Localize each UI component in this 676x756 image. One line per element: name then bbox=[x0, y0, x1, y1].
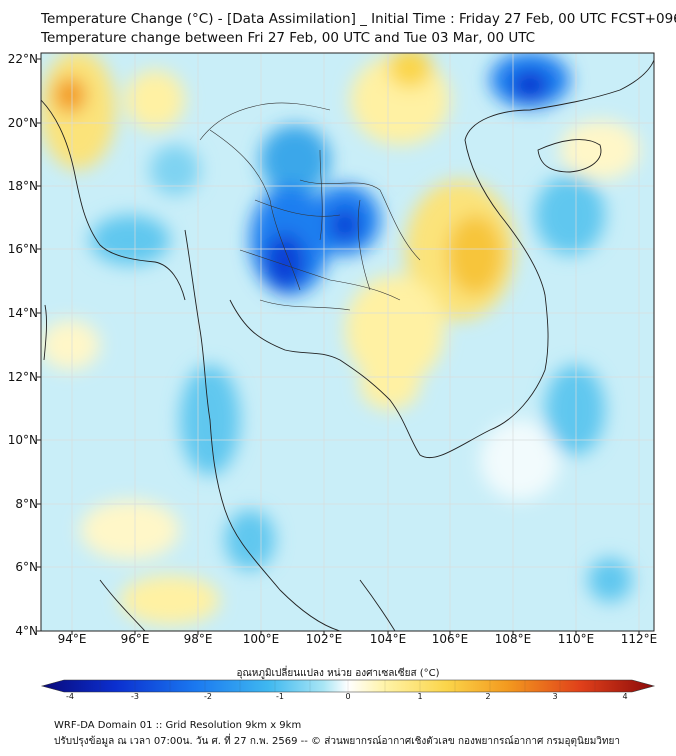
lon-label: 108°E bbox=[494, 632, 532, 646]
lat-label: 22°N bbox=[7, 52, 38, 66]
lon-label: 96°E bbox=[120, 632, 150, 646]
lat-label: 4°N bbox=[15, 624, 38, 638]
colorbar-title: อุณหภูมิเปลี่ยนแปลง หน่วย องศาเซลเซียส (… bbox=[236, 668, 440, 679]
colorbar bbox=[40, 679, 656, 693]
colorbar-tick: -1 bbox=[276, 692, 284, 701]
chart-title: Temperature Change (°C) - [Data Assimila… bbox=[41, 11, 676, 27]
lat-label: 6°N bbox=[15, 560, 38, 574]
colorbar-tick: 1 bbox=[417, 692, 423, 701]
lat-label: 14°N bbox=[7, 306, 38, 320]
colorbar-tick: 0 bbox=[345, 692, 351, 701]
footer-model-info: WRF-DA Domain 01 :: Grid Resolution 9km … bbox=[54, 720, 302, 731]
lon-label: 112°E bbox=[620, 632, 658, 646]
lat-label: 18°N bbox=[7, 179, 38, 193]
footer-credit: ปรับปรุงข้อมูล ณ เวลา 07:00น. วัน ศ. ที่… bbox=[54, 736, 620, 747]
colorbar-tick: 3 bbox=[552, 692, 558, 701]
lat-label: 20°N bbox=[7, 116, 38, 130]
lat-label: 16°N bbox=[7, 242, 38, 256]
lat-label: 8°N bbox=[15, 497, 38, 511]
lon-label: 94°E bbox=[57, 632, 87, 646]
temperature-field bbox=[41, 53, 654, 631]
colorbar-tick: -4 bbox=[66, 692, 74, 701]
lat-label: 12°N bbox=[7, 370, 38, 384]
province-borders bbox=[199, 102, 421, 311]
lon-label: 102°E bbox=[305, 632, 343, 646]
lon-label: 106°E bbox=[431, 632, 469, 646]
chart-subtitle: Temperature change between Fri 27 Feb, 0… bbox=[41, 30, 536, 46]
coastlines bbox=[41, 59, 654, 631]
colorbar-tick: 4 bbox=[622, 692, 628, 701]
colorbar-tick: -3 bbox=[131, 692, 139, 701]
colorbar-tick: 2 bbox=[485, 692, 491, 701]
lon-label: 104°E bbox=[369, 632, 407, 646]
lon-label: 100°E bbox=[242, 632, 280, 646]
lon-label: 110°E bbox=[557, 632, 595, 646]
lat-label: 10°N bbox=[7, 433, 38, 447]
lon-label: 98°E bbox=[183, 632, 213, 646]
colorbar-tick: -2 bbox=[204, 692, 212, 701]
